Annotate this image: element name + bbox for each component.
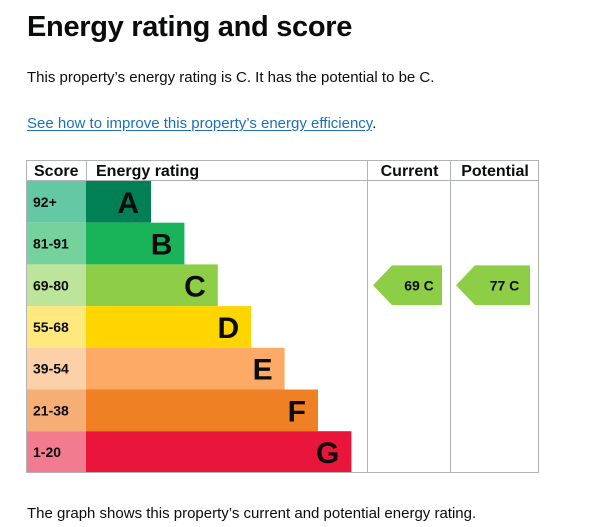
band-bar-g xyxy=(86,431,352,473)
score-label-g: 1-20 xyxy=(33,444,61,460)
score-cell-a xyxy=(26,181,86,223)
band-letter-g: G xyxy=(316,437,339,470)
improve-link-line: See how to improve this property’s energ… xyxy=(27,114,376,134)
band-bar-e xyxy=(86,347,285,390)
band-bar-a xyxy=(86,181,151,223)
score-cell-f xyxy=(26,389,86,432)
score-cell-e xyxy=(26,347,86,390)
graph-description: The graph shows this property’s current … xyxy=(27,505,477,522)
band-bar-c xyxy=(86,264,218,307)
header-energy-rating: Energy rating xyxy=(96,163,199,180)
score-cell-c xyxy=(26,264,86,307)
score-cell-d xyxy=(26,306,86,348)
band-bar-b xyxy=(86,222,185,265)
band-bar-f xyxy=(86,389,318,432)
band-letter-d: D xyxy=(218,312,240,345)
page-title: Energy rating and score xyxy=(27,11,353,43)
band-letter-b: B xyxy=(151,229,173,262)
current-arrow-label: 69 C xyxy=(404,277,434,293)
score-label-b: 81-91 xyxy=(33,236,69,252)
link-suffix: . xyxy=(372,115,377,132)
header-potential: Potential xyxy=(461,163,529,180)
energy-rating-chart: 92+ A 81-91 B 69-80 C 55-68 D 39-54 E 21-38 F 1-20 G S… xyxy=(26,160,539,473)
energy-rating-graph: 92+ A 81-91 B 69-80 C 55-68 D 39-54 E 21-38 F 1-20 G S… xyxy=(26,160,539,473)
rating-summary: This property’s energy rating is C. It h… xyxy=(27,69,435,86)
potential-arrow xyxy=(456,265,530,306)
band-bar-d xyxy=(86,306,252,348)
band-letter-a: A xyxy=(117,187,139,220)
header-score: Score xyxy=(34,163,79,180)
band-letter-f: F xyxy=(288,395,306,428)
header-current: Current xyxy=(381,163,439,180)
score-label-f: 21-38 xyxy=(33,402,69,418)
current-arrow xyxy=(373,265,442,306)
score-cell-g xyxy=(26,431,86,473)
band-letter-e: E xyxy=(253,354,273,387)
improve-efficiency-link[interactable]: See how to improve this property’s energ… xyxy=(27,115,373,132)
potential-arrow-label: 77 C xyxy=(490,277,520,293)
score-label-c: 69-80 xyxy=(33,277,69,293)
score-label-e: 39-54 xyxy=(33,361,69,377)
band-letter-c: C xyxy=(184,270,206,303)
score-label-a: 92+ xyxy=(33,194,57,210)
score-label-d: 55-68 xyxy=(33,319,69,335)
score-cell-b xyxy=(26,222,86,265)
